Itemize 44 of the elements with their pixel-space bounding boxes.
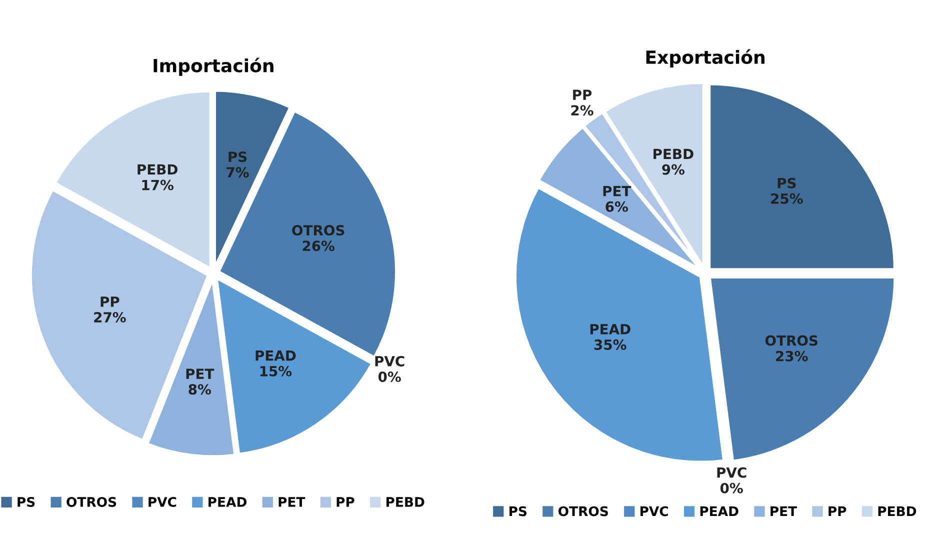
- data-label: 27%: [94, 312, 126, 323]
- data-label: 9%: [662, 164, 685, 175]
- slice-label: PEAD: [590, 324, 630, 334]
- legend-label: PP: [336, 497, 354, 507]
- legend-label: PET: [770, 506, 797, 516]
- chart-title: Exportación: [646, 49, 764, 68]
- slice-label: PS: [778, 178, 796, 188]
- slice-label: OTROS: [765, 335, 818, 346]
- category-label: PVC: [375, 356, 404, 366]
- data-label: 8%: [188, 384, 211, 395]
- legend-label: PVC: [640, 506, 668, 516]
- data-label: 26%: [302, 240, 334, 252]
- legend-label: OTROS: [66, 496, 116, 507]
- data-label: 7%: [226, 167, 249, 178]
- legend-label: PEBD: [386, 497, 424, 507]
- slice-label: PEBD: [138, 164, 178, 175]
- data-label: 17%: [142, 180, 174, 190]
- slice-label: PP: [100, 296, 120, 307]
- text: 0%: [378, 372, 401, 382]
- data-label: 15%: [260, 366, 292, 376]
- slice-label: PEAD: [256, 350, 296, 361]
- category-label: PVC: [717, 467, 746, 478]
- slice-label: PEBD: [654, 148, 694, 160]
- slice-label: PS: [228, 152, 247, 162]
- legend-label: PEBD: [878, 506, 916, 516]
- data-label: 6%: [606, 201, 628, 212]
- slice-label: PET: [603, 186, 632, 196]
- data-label: 23%: [776, 350, 808, 362]
- legend-label: PP: [828, 506, 846, 516]
- legend-label: PS: [18, 496, 35, 507]
- legend-label: PET: [278, 497, 306, 507]
- slice-label: OTROS: [292, 225, 344, 236]
- legend-label: PS: [510, 506, 526, 516]
- text: 0%: [720, 482, 743, 494]
- legend-label: PEAD: [700, 506, 738, 516]
- slice-label: PP: [573, 90, 592, 100]
- chart-title: Importación: [154, 58, 274, 76]
- data-label: 25%: [771, 193, 803, 204]
- data-label: 2%: [571, 105, 594, 116]
- slice-label: PET: [186, 368, 214, 379]
- data-label: 35%: [594, 339, 626, 350]
- legend-label: PVC: [148, 496, 176, 507]
- legend-label: OTROS: [558, 506, 608, 516]
- legend-label: PEAD: [208, 497, 246, 507]
